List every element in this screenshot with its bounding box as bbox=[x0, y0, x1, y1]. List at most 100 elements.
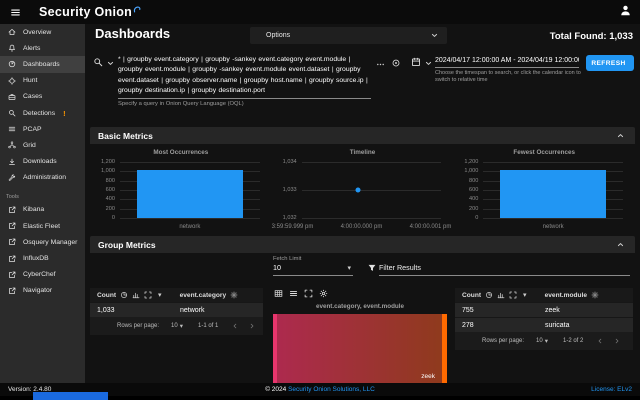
table-row[interactable]: 755 zeek bbox=[455, 302, 633, 317]
basic-metrics-header[interactable]: Basic Metrics bbox=[90, 127, 635, 144]
x-tick: 4:00:00.001 pm bbox=[409, 224, 452, 230]
sidebar-item-grid[interactable]: Grid bbox=[0, 137, 85, 153]
sidebar-item-hunt[interactable]: Hunt bbox=[0, 73, 85, 89]
gear-icon[interactable] bbox=[230, 291, 238, 299]
copyright-link[interactable]: Security Onion Solutions, LLC bbox=[288, 386, 375, 393]
search-icon[interactable] bbox=[93, 57, 103, 67]
count-cell: 755 bbox=[462, 306, 474, 314]
user-account-icon[interactable] bbox=[619, 4, 632, 17]
bar-chart-icon[interactable] bbox=[497, 291, 505, 299]
pie-chart-icon[interactable] bbox=[485, 291, 493, 299]
dropdown-triangle-icon[interactable]: ▾ bbox=[523, 292, 527, 299]
bell-icon bbox=[8, 44, 16, 52]
sidebar-tool-influxdb[interactable]: InfluxDB bbox=[0, 250, 85, 266]
rows-per-page-select[interactable]: 10 bbox=[536, 338, 543, 344]
event-category-table: Count ▾ event.category 1,033 network Row… bbox=[90, 288, 263, 335]
filter-results-input[interactable]: Filter Results bbox=[379, 263, 630, 276]
sidebar-tool-cyberchef[interactable]: CyberChef bbox=[0, 267, 85, 283]
gear-icon[interactable] bbox=[591, 291, 599, 299]
bar-network[interactable] bbox=[136, 169, 243, 218]
previous-page-icon[interactable] bbox=[231, 322, 239, 330]
dropdown-triangle-icon: ▾ bbox=[347, 265, 351, 272]
sankey-target-node[interactable] bbox=[442, 314, 447, 400]
count-cell: 1,033 bbox=[97, 306, 115, 314]
dropdown-triangle-icon: ▾ bbox=[544, 338, 548, 345]
pagination-range: 1-1 of 1 bbox=[197, 323, 219, 329]
fetch-limit-select[interactable]: 10 ▾ bbox=[273, 263, 353, 276]
expand-icon[interactable] bbox=[509, 291, 517, 299]
chevron-up-icon[interactable] bbox=[616, 240, 625, 249]
sidebar-item-label: Dashboards bbox=[23, 60, 60, 68]
sidebar-item-label: Downloads bbox=[23, 158, 57, 166]
plot-area[interactable] bbox=[301, 162, 442, 219]
plot-area[interactable] bbox=[120, 162, 260, 219]
version-label: Version: 2.4.80 bbox=[8, 386, 52, 393]
list-view-icon[interactable] bbox=[289, 289, 298, 298]
query-more-options-icon[interactable] bbox=[376, 60, 385, 69]
sidebar-tool-navigator[interactable]: Navigator bbox=[0, 283, 85, 299]
query-history-chevron-icon[interactable] bbox=[106, 59, 115, 68]
sidebar-item-detections[interactable]: Detections! bbox=[0, 105, 85, 121]
license-link[interactable]: License: ELv2 bbox=[591, 386, 632, 393]
refresh-button[interactable]: REFRESH bbox=[586, 55, 634, 71]
expand-icon[interactable] bbox=[304, 289, 313, 298]
sidebar-tool-kibana[interactable]: Kibana bbox=[0, 202, 85, 218]
expand-icon[interactable] bbox=[144, 291, 152, 299]
sankey-source-node[interactable] bbox=[273, 314, 277, 400]
bar-chart-icon[interactable] bbox=[132, 291, 140, 299]
crosshair-icon bbox=[8, 77, 16, 85]
sidebar-item-label: Kibana bbox=[23, 206, 45, 214]
next-page-icon[interactable] bbox=[248, 322, 256, 330]
app-logo: Security Onion bbox=[39, 5, 141, 19]
timeline-data-point[interactable] bbox=[355, 187, 361, 193]
copyright-prefix: © 2024 bbox=[265, 386, 289, 393]
previous-page-icon[interactable] bbox=[596, 337, 604, 345]
calendar-icon[interactable] bbox=[411, 57, 421, 67]
sidebar-item-overview[interactable]: Overview bbox=[0, 24, 85, 40]
query-input[interactable]: * | groupby event.category | groupby -sa… bbox=[118, 55, 371, 100]
filter-funnel-icon[interactable] bbox=[367, 263, 377, 273]
sidebar-item-label: CyberChef bbox=[23, 271, 56, 279]
sidebar-item-label: Navigator bbox=[23, 287, 53, 295]
count-cell: 278 bbox=[462, 321, 474, 329]
y-axis: 1,034 1,033 1,032 bbox=[282, 159, 297, 221]
external-link-icon bbox=[8, 287, 16, 295]
next-page-icon[interactable] bbox=[613, 337, 621, 345]
pie-chart-icon[interactable] bbox=[120, 291, 128, 299]
bar-network[interactable] bbox=[500, 169, 607, 218]
onion-curl-icon bbox=[133, 6, 141, 13]
warning-badge: ! bbox=[63, 108, 66, 118]
sidebar-item-downloads[interactable]: Downloads bbox=[0, 154, 85, 170]
sankey-panel: event.category, event.module network zee… bbox=[270, 288, 450, 400]
group-metrics-header[interactable]: Group Metrics bbox=[90, 236, 635, 253]
table-row[interactable]: 1,033 network bbox=[90, 302, 263, 317]
sidebar-tool-osquery-manager[interactable]: Osquery Manager bbox=[0, 234, 85, 250]
date-range-input[interactable]: 2024/04/17 12:00:00 AM - 2024/04/19 12:0… bbox=[435, 57, 579, 68]
dropdown-triangle-icon: ▾ bbox=[179, 323, 183, 330]
external-link-icon bbox=[8, 271, 16, 279]
chevron-up-icon[interactable] bbox=[616, 131, 625, 140]
menu-icon[interactable] bbox=[10, 7, 21, 18]
plot-area[interactable] bbox=[483, 162, 624, 219]
chart-title: Timeline bbox=[349, 149, 376, 156]
sidebar-item-dashboards[interactable]: Dashboards bbox=[0, 56, 85, 73]
sidebar-item-administration[interactable]: Administration bbox=[0, 170, 85, 186]
sidebar-item-pcap[interactable]: PCAP bbox=[0, 121, 85, 137]
gear-icon[interactable] bbox=[319, 289, 328, 298]
dropdown-triangle-icon[interactable]: ▾ bbox=[158, 292, 162, 299]
date-chevron-down-icon[interactable] bbox=[424, 59, 433, 68]
sidebar-tool-elastic-fleet[interactable]: Elastic Fleet bbox=[0, 218, 85, 234]
query-target-icon[interactable] bbox=[391, 58, 401, 68]
sidebar-item-label: Detections bbox=[23, 109, 56, 117]
table-row[interactable]: 278 suricata bbox=[455, 317, 633, 332]
sidebar-item-cases[interactable]: Cases bbox=[0, 89, 85, 105]
table-header: Count ▾ event.module bbox=[455, 288, 633, 302]
sidebar-item-label: Alerts bbox=[23, 44, 41, 52]
tools-icon bbox=[8, 174, 16, 182]
x-tick: 4:00:00.000 pm bbox=[340, 224, 383, 230]
chevron-down-icon bbox=[430, 31, 439, 40]
sidebar-item-alerts[interactable]: Alerts bbox=[0, 40, 85, 56]
table-view-icon[interactable] bbox=[274, 289, 283, 298]
rows-per-page-select[interactable]: 10 bbox=[171, 323, 178, 329]
options-dropdown[interactable]: Options bbox=[250, 27, 447, 44]
